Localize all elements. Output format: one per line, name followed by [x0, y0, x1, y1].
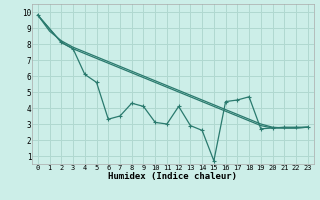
X-axis label: Humidex (Indice chaleur): Humidex (Indice chaleur) [108, 172, 237, 181]
